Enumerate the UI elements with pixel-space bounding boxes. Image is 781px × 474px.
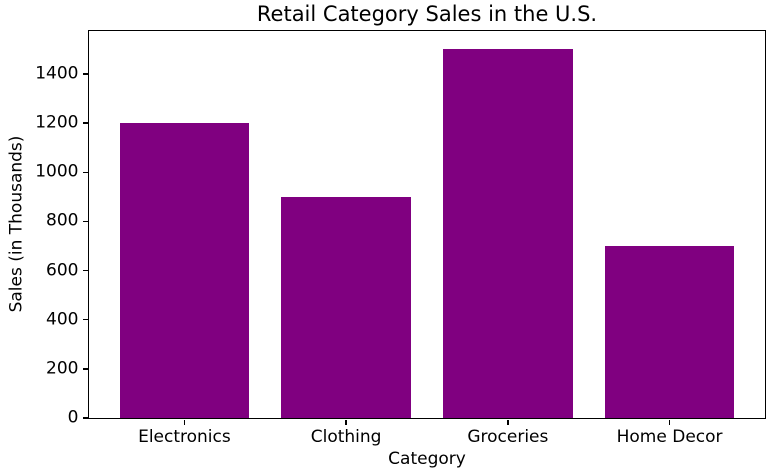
y-tick-label: 200 xyxy=(46,358,79,379)
x-tick-mark xyxy=(668,419,671,425)
y-tick-label: 1400 xyxy=(35,63,79,84)
y-tick-label: 1200 xyxy=(35,112,79,133)
bar-electronics xyxy=(119,123,250,418)
x-tick-label: Home Decor xyxy=(616,427,723,447)
y-tick-mark xyxy=(82,417,88,419)
x-axis-label: Category xyxy=(388,449,466,469)
y-tick-mark xyxy=(82,73,88,75)
chart-title: Retail Category Sales in the U.S. xyxy=(256,2,598,26)
y-tick-mark xyxy=(82,171,88,174)
y-tick-label: 400 xyxy=(46,309,79,330)
x-tick-mark xyxy=(507,419,509,425)
y-tick-mark xyxy=(82,269,88,272)
y-tick-label: 0 xyxy=(67,407,79,428)
x-tick-label: Clothing xyxy=(310,427,382,447)
bar-home-decor xyxy=(604,246,735,418)
y-tick-label: 600 xyxy=(46,260,79,281)
x-tick-label: Electronics xyxy=(138,427,231,447)
y-tick-label: 1000 xyxy=(35,161,79,182)
y-tick-mark xyxy=(82,122,88,124)
y-tick-mark xyxy=(82,368,88,370)
x-tick-mark xyxy=(345,419,347,425)
bar-groceries xyxy=(443,49,573,418)
x-tick-mark xyxy=(183,419,186,425)
x-tick-label: Groceries xyxy=(467,427,549,447)
y-tick-label: 800 xyxy=(46,210,79,231)
y-tick-mark xyxy=(82,318,88,321)
y-tick-mark xyxy=(82,220,88,223)
bar-clothing xyxy=(281,196,411,418)
